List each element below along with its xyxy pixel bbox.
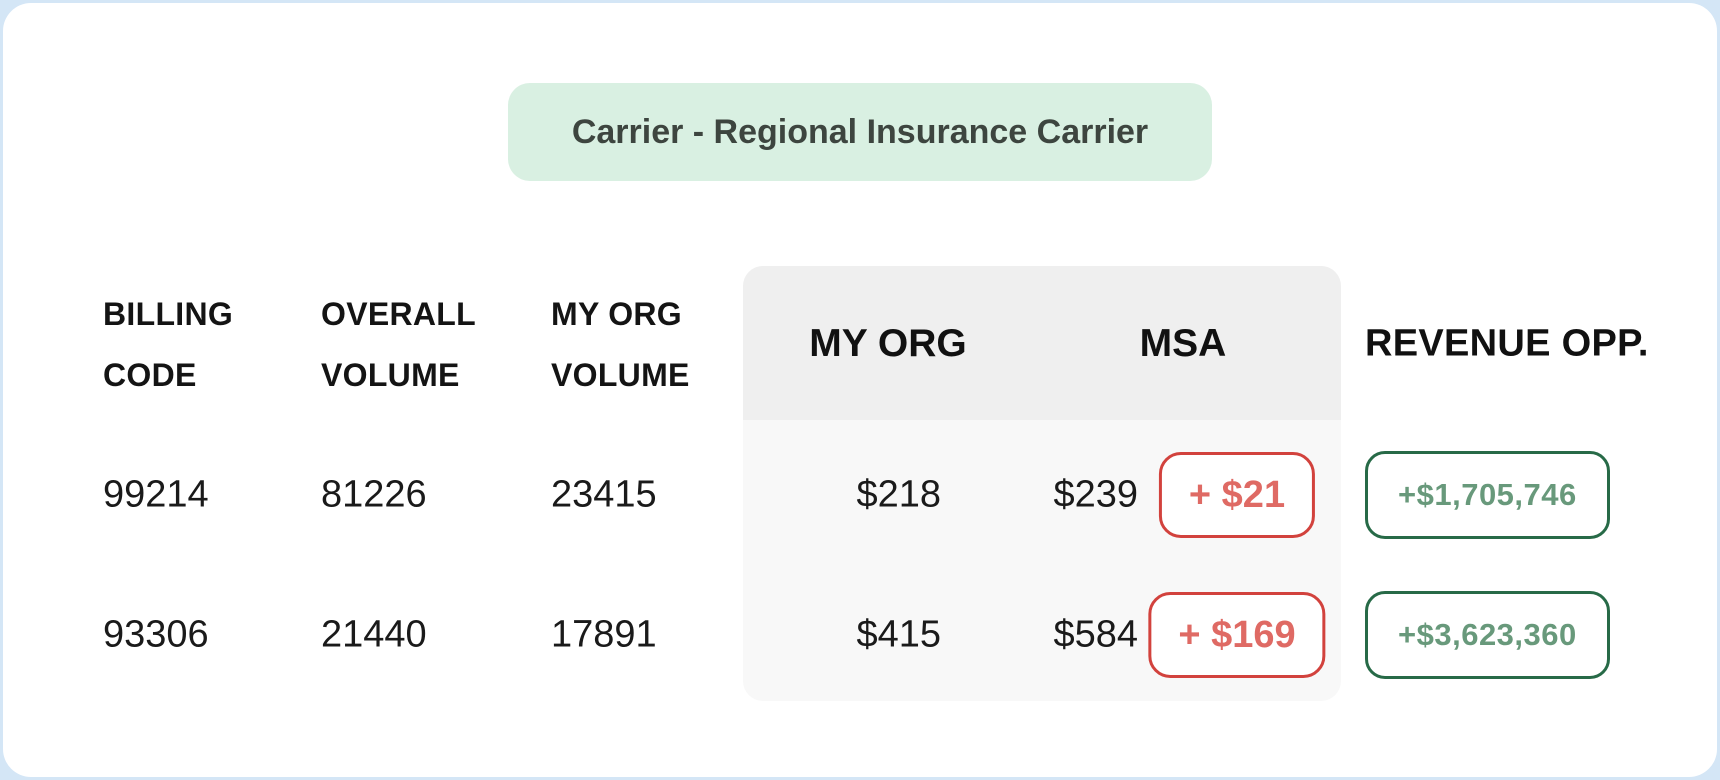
column-header-overall-volume: OVERALL VOLUME [321,284,476,406]
my-org-price-cell: $415 [856,613,941,656]
column-header-my-org-price: MY ORG [809,322,967,365]
msa-delta-badge: + $169 [1148,592,1326,678]
msa-delta-badge: + $21 [1158,452,1316,538]
my-org-volume-cell: 23415 [551,473,657,516]
price-comparison-panel-header [743,266,1341,420]
billing-code-cell: 99214 [103,473,209,516]
carrier-title: Carrier - Regional Insurance Carrier [571,112,1149,151]
column-header-line: MY ORG [551,296,683,332]
billing-code-cell: 93306 [103,613,209,656]
column-header-msa-price: MSA [1139,322,1227,365]
revenue-opp-badge: +$1,705,746 [1365,451,1610,539]
column-header-line: BILLING [103,296,234,332]
revenue-opp-badge: +$3,623,360 [1365,591,1610,679]
column-header-line: OVERALL [321,296,476,332]
overall-volume-cell: 81226 [321,473,427,516]
column-header-my-org-volume: MY ORG VOLUME [551,284,690,406]
my-org-volume-cell: 17891 [551,613,657,656]
overall-volume-cell: 21440 [321,613,427,656]
carrier-title-pill: Carrier - Regional Insurance Carrier [508,83,1212,181]
carrier-summary-card: Carrier - Regional Insurance Carrier BIL… [3,3,1717,777]
column-header-line: VOLUME [551,357,690,393]
column-header-revenue-opp: REVENUE OPP. [1365,322,1649,365]
msa-price-cell: $584 [1053,613,1138,656]
column-header-line: VOLUME [321,357,460,393]
column-header-line: CODE [103,357,197,393]
msa-price-cell: $239 [1053,473,1138,516]
my-org-price-cell: $218 [856,473,941,516]
column-header-billing-code: BILLING CODE [103,284,233,406]
